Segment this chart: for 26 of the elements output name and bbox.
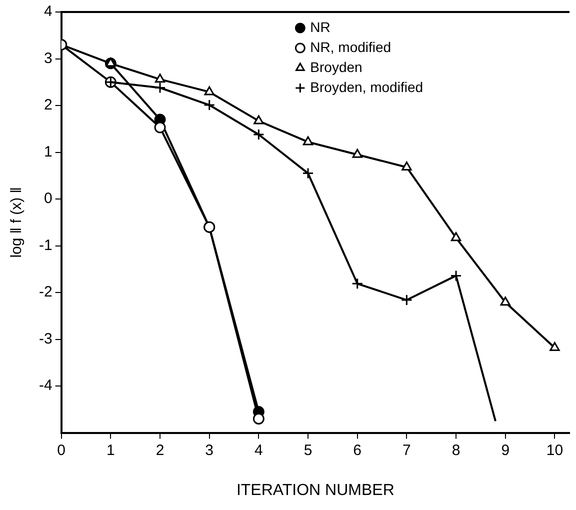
y-tick-label: 4 bbox=[44, 3, 52, 20]
legend-label: NR bbox=[310, 18, 330, 35]
x-tick-label: 0 bbox=[57, 442, 66, 459]
x-tick-label: 10 bbox=[546, 442, 564, 459]
y-tick-label: 2 bbox=[44, 96, 52, 114]
y-tick-label: 0 bbox=[44, 190, 52, 208]
x-tick-label: 2 bbox=[156, 442, 164, 459]
y-axis-title: log ‖ f (x) ‖ bbox=[8, 187, 26, 258]
y-tick-label: -1 bbox=[38, 236, 52, 254]
x-tick-label: 9 bbox=[501, 442, 510, 459]
x-tick-label: 4 bbox=[254, 442, 263, 459]
x-tick-label: 3 bbox=[205, 442, 214, 459]
legend-label: NR, modified bbox=[310, 38, 392, 55]
x-tick-label: 8 bbox=[452, 442, 460, 459]
x-tick-label: 5 bbox=[304, 442, 312, 459]
legend-label: Broyden, modified bbox=[310, 78, 424, 95]
y-tick-label: -3 bbox=[38, 330, 52, 348]
y-tick-label: -2 bbox=[38, 284, 52, 301]
x-tick-label: 1 bbox=[106, 442, 115, 459]
x-tick-label: 6 bbox=[353, 442, 362, 459]
y-tick-label: 3 bbox=[44, 50, 52, 67]
x-tick-label: 7 bbox=[402, 442, 411, 459]
y-tick-label: 1 bbox=[44, 143, 52, 160]
legend-label: Broyden bbox=[310, 58, 362, 75]
y-tick-label: -4 bbox=[38, 377, 52, 394]
x-axis-title: ITERATION NUMBER bbox=[236, 482, 394, 499]
